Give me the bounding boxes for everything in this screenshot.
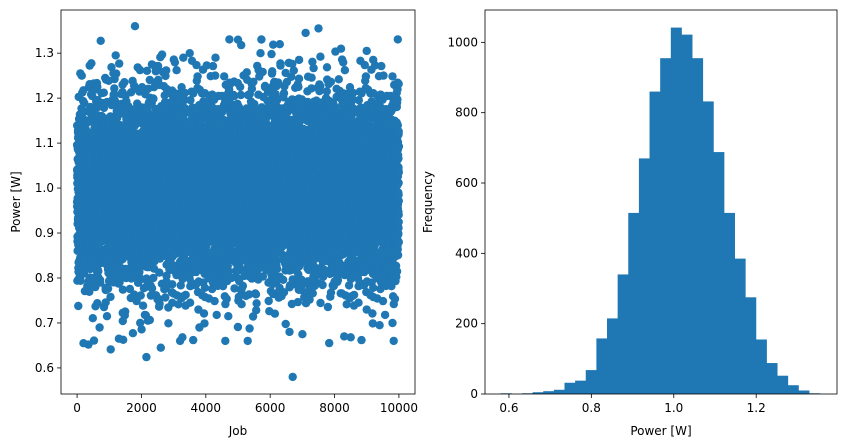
scatter-point bbox=[208, 61, 218, 71]
scatter-point bbox=[120, 78, 129, 87]
scatter-point bbox=[157, 50, 167, 59]
scatter-point bbox=[161, 293, 170, 302]
scatter-point bbox=[189, 335, 198, 345]
scatter-point bbox=[222, 294, 231, 304]
scatter-point bbox=[87, 59, 96, 68]
scatter-point bbox=[142, 352, 151, 362]
scatter-panel: 0 2000 4000 6000 8000 10000 0.60.70.80.91.01.… bbox=[9, 9, 418, 438]
scatter-point bbox=[96, 36, 105, 45]
scatter-point bbox=[168, 280, 177, 289]
scatter-point bbox=[221, 336, 230, 346]
scatter-points bbox=[72, 22, 404, 382]
scatter-point bbox=[106, 292, 115, 302]
scatter-point bbox=[85, 287, 94, 296]
scatter-point bbox=[172, 66, 181, 75]
scatter-point bbox=[102, 312, 112, 321]
scatter-point bbox=[210, 296, 219, 306]
scatter-point bbox=[155, 299, 164, 308]
scatter-point bbox=[76, 276, 85, 285]
scatter-point bbox=[225, 35, 234, 44]
scatter-point bbox=[112, 69, 121, 78]
scatter-point bbox=[170, 58, 180, 67]
scatter-point bbox=[80, 99, 89, 108]
scatter-point bbox=[162, 66, 171, 75]
scatter-point bbox=[185, 298, 195, 307]
scatter-point bbox=[193, 72, 202, 81]
scatter-point bbox=[101, 298, 110, 307]
scatter-point bbox=[136, 291, 145, 300]
scatter-point bbox=[93, 82, 102, 92]
scatter-point bbox=[121, 307, 130, 316]
scatter-point bbox=[88, 314, 98, 323]
scatter-point bbox=[211, 71, 220, 80]
scatter-point bbox=[155, 268, 164, 277]
scatter-point bbox=[138, 301, 148, 310]
scatter-point bbox=[149, 94, 158, 104]
scatter-point bbox=[212, 310, 221, 320]
scatter-point bbox=[199, 309, 209, 318]
scatter-point bbox=[74, 301, 83, 311]
scatter-point bbox=[200, 283, 210, 292]
scatter-point bbox=[96, 278, 105, 287]
scatter-point bbox=[137, 325, 146, 334]
scatter-point bbox=[93, 299, 102, 308]
scatter-point bbox=[128, 329, 138, 338]
scatter-point bbox=[79, 269, 89, 278]
scatter-point bbox=[106, 345, 115, 354]
scatter-point bbox=[181, 290, 190, 300]
scatter-point bbox=[94, 267, 103, 276]
scatter-point bbox=[164, 319, 173, 328]
scatter-point bbox=[89, 336, 99, 345]
scatter-point bbox=[99, 88, 109, 97]
scatter-point bbox=[115, 59, 124, 68]
